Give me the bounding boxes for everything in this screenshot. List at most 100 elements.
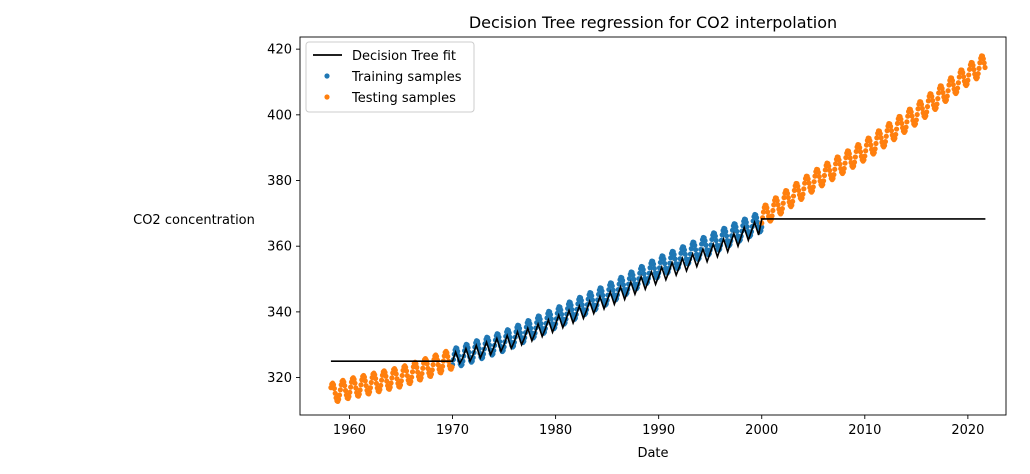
- scatter-point-testing: [389, 375, 395, 381]
- scatter-point-testing: [409, 374, 415, 380]
- scatter-point-testing: [949, 77, 956, 84]
- scatter-point-testing: [770, 207, 776, 214]
- scatter-point-testing: [771, 202, 777, 208]
- scatter-point-testing: [945, 88, 951, 94]
- scatter-point-training: [729, 227, 736, 233]
- scatter-point-testing: [378, 377, 385, 383]
- x-tick-label: 1970: [436, 423, 469, 438]
- scatter-point-testing: [975, 71, 981, 77]
- scatter-point-testing: [415, 369, 421, 375]
- scatter-point-testing: [832, 166, 838, 172]
- scatter-point-testing: [353, 385, 359, 391]
- scatter-point-testing: [929, 93, 935, 100]
- scatter-point-testing: [769, 213, 775, 219]
- scatter-point-testing: [940, 90, 946, 96]
- scatter-point-training: [672, 256, 678, 262]
- scatter-point-testing: [874, 135, 880, 141]
- scatter-point-testing: [853, 148, 859, 155]
- scatter-point-training: [610, 287, 616, 293]
- scatter-point-testing: [833, 161, 839, 167]
- scatter-point-testing: [821, 172, 828, 179]
- scatter-point-testing: [420, 365, 426, 371]
- scatter-point-training: [647, 265, 653, 271]
- scatter-point-training: [743, 219, 749, 225]
- scatter-point-training: [693, 247, 699, 253]
- scatter-point-testing: [445, 353, 451, 360]
- scatter-point-testing: [342, 383, 348, 389]
- scatter-point-testing: [388, 380, 394, 386]
- scatter-point-testing: [943, 97, 949, 103]
- scatter-point-testing: [872, 146, 878, 152]
- scatter-point-testing: [784, 190, 791, 197]
- scatter-point-testing: [909, 113, 915, 119]
- scatter-point-testing: [934, 101, 940, 107]
- scatter-point-testing: [775, 202, 781, 208]
- scatter-point-testing: [851, 159, 858, 165]
- scatter-point-training: [547, 312, 554, 318]
- scatter-point-testing: [424, 361, 430, 367]
- scatter-point-training: [692, 242, 698, 248]
- scatter-point-testing: [810, 184, 816, 190]
- scatter-point-testing: [888, 128, 895, 134]
- scatter-point-testing: [347, 389, 353, 395]
- scatter-point-training: [558, 307, 564, 313]
- scatter-point-testing: [970, 62, 976, 68]
- scatter-point-testing: [414, 364, 420, 370]
- scatter-point-testing: [919, 105, 925, 112]
- scatter-point-testing: [408, 378, 414, 385]
- scatter-point-testing: [857, 149, 864, 155]
- scatter-point-testing: [924, 109, 930, 115]
- scatter-point-testing: [765, 209, 771, 215]
- scatter-point-testing: [939, 85, 945, 92]
- scatter-point-testing: [780, 200, 786, 206]
- scatter-point-training: [506, 330, 512, 336]
- scatter-point-testing: [403, 368, 410, 374]
- scatter-point-training: [712, 233, 718, 239]
- scatter-point-testing: [336, 392, 343, 398]
- plot-frame: [299, 36, 1007, 416]
- scatter-point-testing: [842, 160, 848, 166]
- scatter-point-testing: [846, 151, 852, 157]
- scatter-point-testing: [449, 364, 455, 370]
- scatter-point-testing: [368, 379, 374, 386]
- scatter-point-testing: [936, 90, 942, 96]
- scatter-point-training: [640, 267, 646, 273]
- scatter-point-training: [589, 297, 596, 303]
- scatter-point-testing: [418, 375, 424, 381]
- scatter-point-testing: [966, 66, 973, 72]
- scatter-point-testing: [805, 176, 811, 182]
- scatter-point-testing: [357, 387, 363, 393]
- scatter-point-testing: [852, 154, 858, 160]
- scatter-point-testing: [337, 387, 343, 393]
- scatter-point-testing: [760, 209, 767, 215]
- scatter-point-training: [568, 302, 574, 308]
- scatter-point-training: [723, 228, 729, 235]
- scatter-point-training: [699, 241, 705, 247]
- y-tick-label: 340: [267, 305, 292, 320]
- scatter-point-testing: [935, 96, 941, 102]
- scatter-point-testing: [439, 368, 445, 374]
- scatter-point-testing: [790, 198, 796, 205]
- scatter-point-testing: [893, 131, 899, 138]
- scatter-point-training: [548, 316, 554, 322]
- scatter-point-testing: [918, 101, 925, 108]
- scatter-point-testing: [348, 384, 354, 390]
- scatter-point-training: [723, 233, 730, 239]
- scatter-point-training: [599, 288, 605, 294]
- plot-marks: [328, 53, 988, 404]
- scatter-point-testing: [837, 161, 843, 167]
- x-tick-label: 1990: [642, 423, 675, 438]
- scatter-point-testing: [898, 116, 904, 122]
- scatter-point-testing: [913, 117, 919, 123]
- scatter-point-testing: [894, 120, 901, 127]
- scatter-point-testing: [915, 106, 921, 112]
- scatter-point-testing: [802, 180, 808, 186]
- scatter-point-testing: [384, 378, 390, 384]
- scatter-point-training: [579, 302, 585, 308]
- scatter-point-training: [733, 224, 739, 230]
- scatter-point-testing: [363, 383, 369, 389]
- scatter-point-testing: [965, 77, 971, 83]
- y-tick-label: 320: [267, 371, 292, 386]
